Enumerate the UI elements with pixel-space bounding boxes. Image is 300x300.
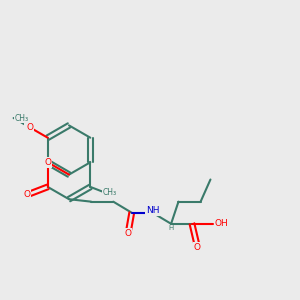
Text: OH: OH bbox=[214, 219, 228, 228]
Text: O: O bbox=[194, 243, 200, 252]
Text: CH₃: CH₃ bbox=[15, 113, 29, 122]
Text: O: O bbox=[25, 123, 32, 132]
Text: CH₃: CH₃ bbox=[103, 188, 117, 196]
Text: O: O bbox=[44, 158, 51, 167]
Text: H: H bbox=[169, 225, 174, 231]
Text: O: O bbox=[23, 190, 31, 200]
Text: O: O bbox=[124, 229, 131, 238]
Text: O: O bbox=[26, 123, 33, 132]
Text: NH: NH bbox=[146, 206, 159, 215]
